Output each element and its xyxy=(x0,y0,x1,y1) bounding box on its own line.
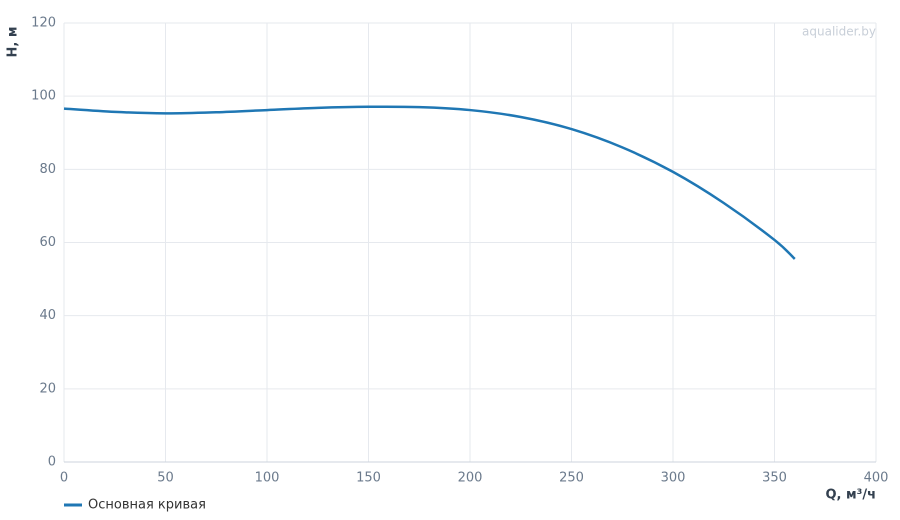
curve xyxy=(63,105,796,260)
x-tick-label: 250 xyxy=(559,471,584,486)
x-tick-label: 300 xyxy=(661,471,686,486)
x-tick-label: 0 xyxy=(60,471,68,486)
watermark: aqualider.by xyxy=(802,25,876,39)
x-tick-label: 100 xyxy=(255,471,280,486)
legend-label: Основная кривая xyxy=(88,498,206,513)
y-tick-label: 40 xyxy=(39,308,56,323)
y-tick-label: 80 xyxy=(39,162,56,177)
x-tick-label: 150 xyxy=(356,471,381,486)
y-tick-label: 100 xyxy=(31,89,56,104)
x-tick-label: 50 xyxy=(157,471,174,486)
x-tick-label: 200 xyxy=(458,471,483,486)
y-tick-label: 20 xyxy=(39,381,56,396)
x-axis-title: Q, м³/ч xyxy=(825,488,876,503)
y-tick-label: 60 xyxy=(39,235,56,250)
y-axis-title: H, м xyxy=(6,27,21,58)
x-tick-label: 350 xyxy=(762,471,787,486)
y-tick-label: 120 xyxy=(31,16,56,31)
y-tick-label: 0 xyxy=(48,455,56,470)
x-tick-label: 400 xyxy=(864,471,889,486)
